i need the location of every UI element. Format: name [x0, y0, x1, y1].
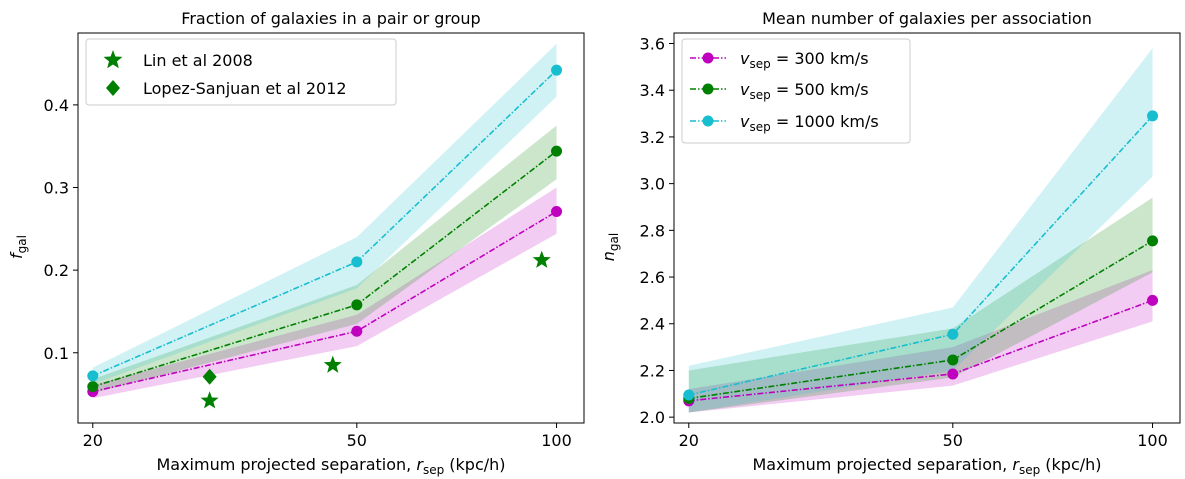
data-point-1000-km-s: [551, 64, 563, 76]
y-tick-label: 2.0: [640, 408, 665, 427]
plot-frame: [673, 32, 1181, 424]
data-point-500-km-s: [551, 145, 563, 157]
legend-label-lopez: Lopez-Sanjuan et al 2012: [143, 79, 347, 98]
data-point-500-km-s: [947, 354, 959, 366]
data-point-1000-km-s: [683, 389, 695, 401]
band-300-km-s: [688, 270, 1153, 413]
y-tick-label: 3.0: [640, 175, 665, 194]
band-1000-km-s: [688, 48, 1153, 413]
left-chart-panel: Fraction of galaxies in a pair or group …: [7, 9, 585, 477]
legend-marker-300: [702, 52, 714, 64]
data-point-500-km-s: [87, 381, 99, 393]
band-500-km-s: [688, 197, 1153, 413]
legend-item-lopez: Lopez-Sanjuan et al 2012: [106, 79, 347, 98]
right-y-axis-label: ngal: [599, 233, 621, 261]
legend-item-300: vsep = 300 km/s: [690, 49, 869, 71]
right-legend: vsep = 300 km/s vsep = 500 km/s vsep = 1…: [681, 38, 911, 144]
x-tick-label: 20: [679, 431, 699, 450]
observation-diamond: [202, 368, 217, 385]
right-chart-panel: Mean number of galaxies per association …: [599, 9, 1181, 477]
y-tick-label: 2.4: [640, 315, 665, 334]
series-line-1000-km-s: [688, 115, 1154, 396]
band-1000-km-s: [92, 43, 557, 385]
band-300-km-s: [92, 187, 557, 399]
legend-label-1000: vsep = 1000 km/s: [740, 112, 879, 134]
x-tick-label: 50: [943, 431, 963, 450]
legend-item-500: vsep = 500 km/s: [690, 80, 869, 102]
y-tick-label: 0.2: [44, 261, 69, 280]
y-tick-label: 3.4: [640, 81, 665, 100]
legend-item-1000: vsep = 1000 km/s: [690, 112, 879, 134]
x-tick-label: 50: [347, 431, 367, 450]
star-icon: [103, 50, 123, 69]
y-tick-label: 2.2: [640, 361, 665, 380]
y-tick-label: 0.3: [44, 179, 69, 198]
data-point-500-km-s: [1147, 235, 1159, 247]
left-y-axis-label: fgal: [7, 235, 29, 259]
observation-star: [532, 250, 551, 268]
y-tick-label: 3.2: [640, 128, 665, 147]
data-point-300-km-s: [1147, 294, 1159, 306]
x-tick-label: 20: [83, 431, 103, 450]
x-tick-label: 100: [1137, 431, 1168, 450]
y-tick-label: 0.1: [44, 344, 69, 363]
observation-star: [323, 355, 342, 373]
y-tick-label: 2.6: [640, 268, 665, 287]
data-point-1000-km-s: [351, 256, 363, 268]
legend-label-300: vsep = 300 km/s: [740, 49, 869, 71]
data-point-300-km-s: [351, 325, 363, 337]
observation-star: [200, 391, 219, 409]
x-tick-label: 100: [541, 431, 572, 450]
right-x-axis-label: Maximum projected separation, rsep (kpc/…: [752, 455, 1101, 477]
data-point-1000-km-s: [947, 328, 959, 340]
series-line-300-km-s: [92, 210, 557, 393]
plot-frame: [77, 32, 585, 424]
legend-label-lin: Lin et al 2008: [143, 51, 253, 70]
y-tick-label: 3.6: [640, 35, 665, 54]
data-point-300-km-s: [551, 205, 563, 217]
band-500-km-s: [92, 125, 557, 394]
legend-marker-1000: [702, 115, 714, 127]
y-tick-label: 2.8: [640, 221, 665, 240]
legend-item-lin: Lin et al 2008: [103, 50, 253, 70]
right-chart-title: Mean number of galaxies per association: [762, 9, 1092, 28]
legend-label-500: vsep = 500 km/s: [740, 80, 869, 102]
left-chart-title: Fraction of galaxies in a pair or group: [181, 9, 480, 28]
data-point-1000-km-s: [1147, 110, 1159, 122]
diamond-icon: [106, 80, 120, 96]
left-legend: Lin et al 2008 Lopez-Sanjuan et al 2012: [85, 38, 397, 106]
left-x-axis-label: Maximum projected separation, rsep (kpc/…: [156, 455, 505, 477]
legend-marker-500: [702, 83, 714, 95]
data-point-1000-km-s: [87, 370, 99, 382]
data-point-300-km-s: [947, 368, 959, 380]
data-point-500-km-s: [351, 299, 363, 311]
y-tick-label: 0.4: [44, 96, 69, 115]
